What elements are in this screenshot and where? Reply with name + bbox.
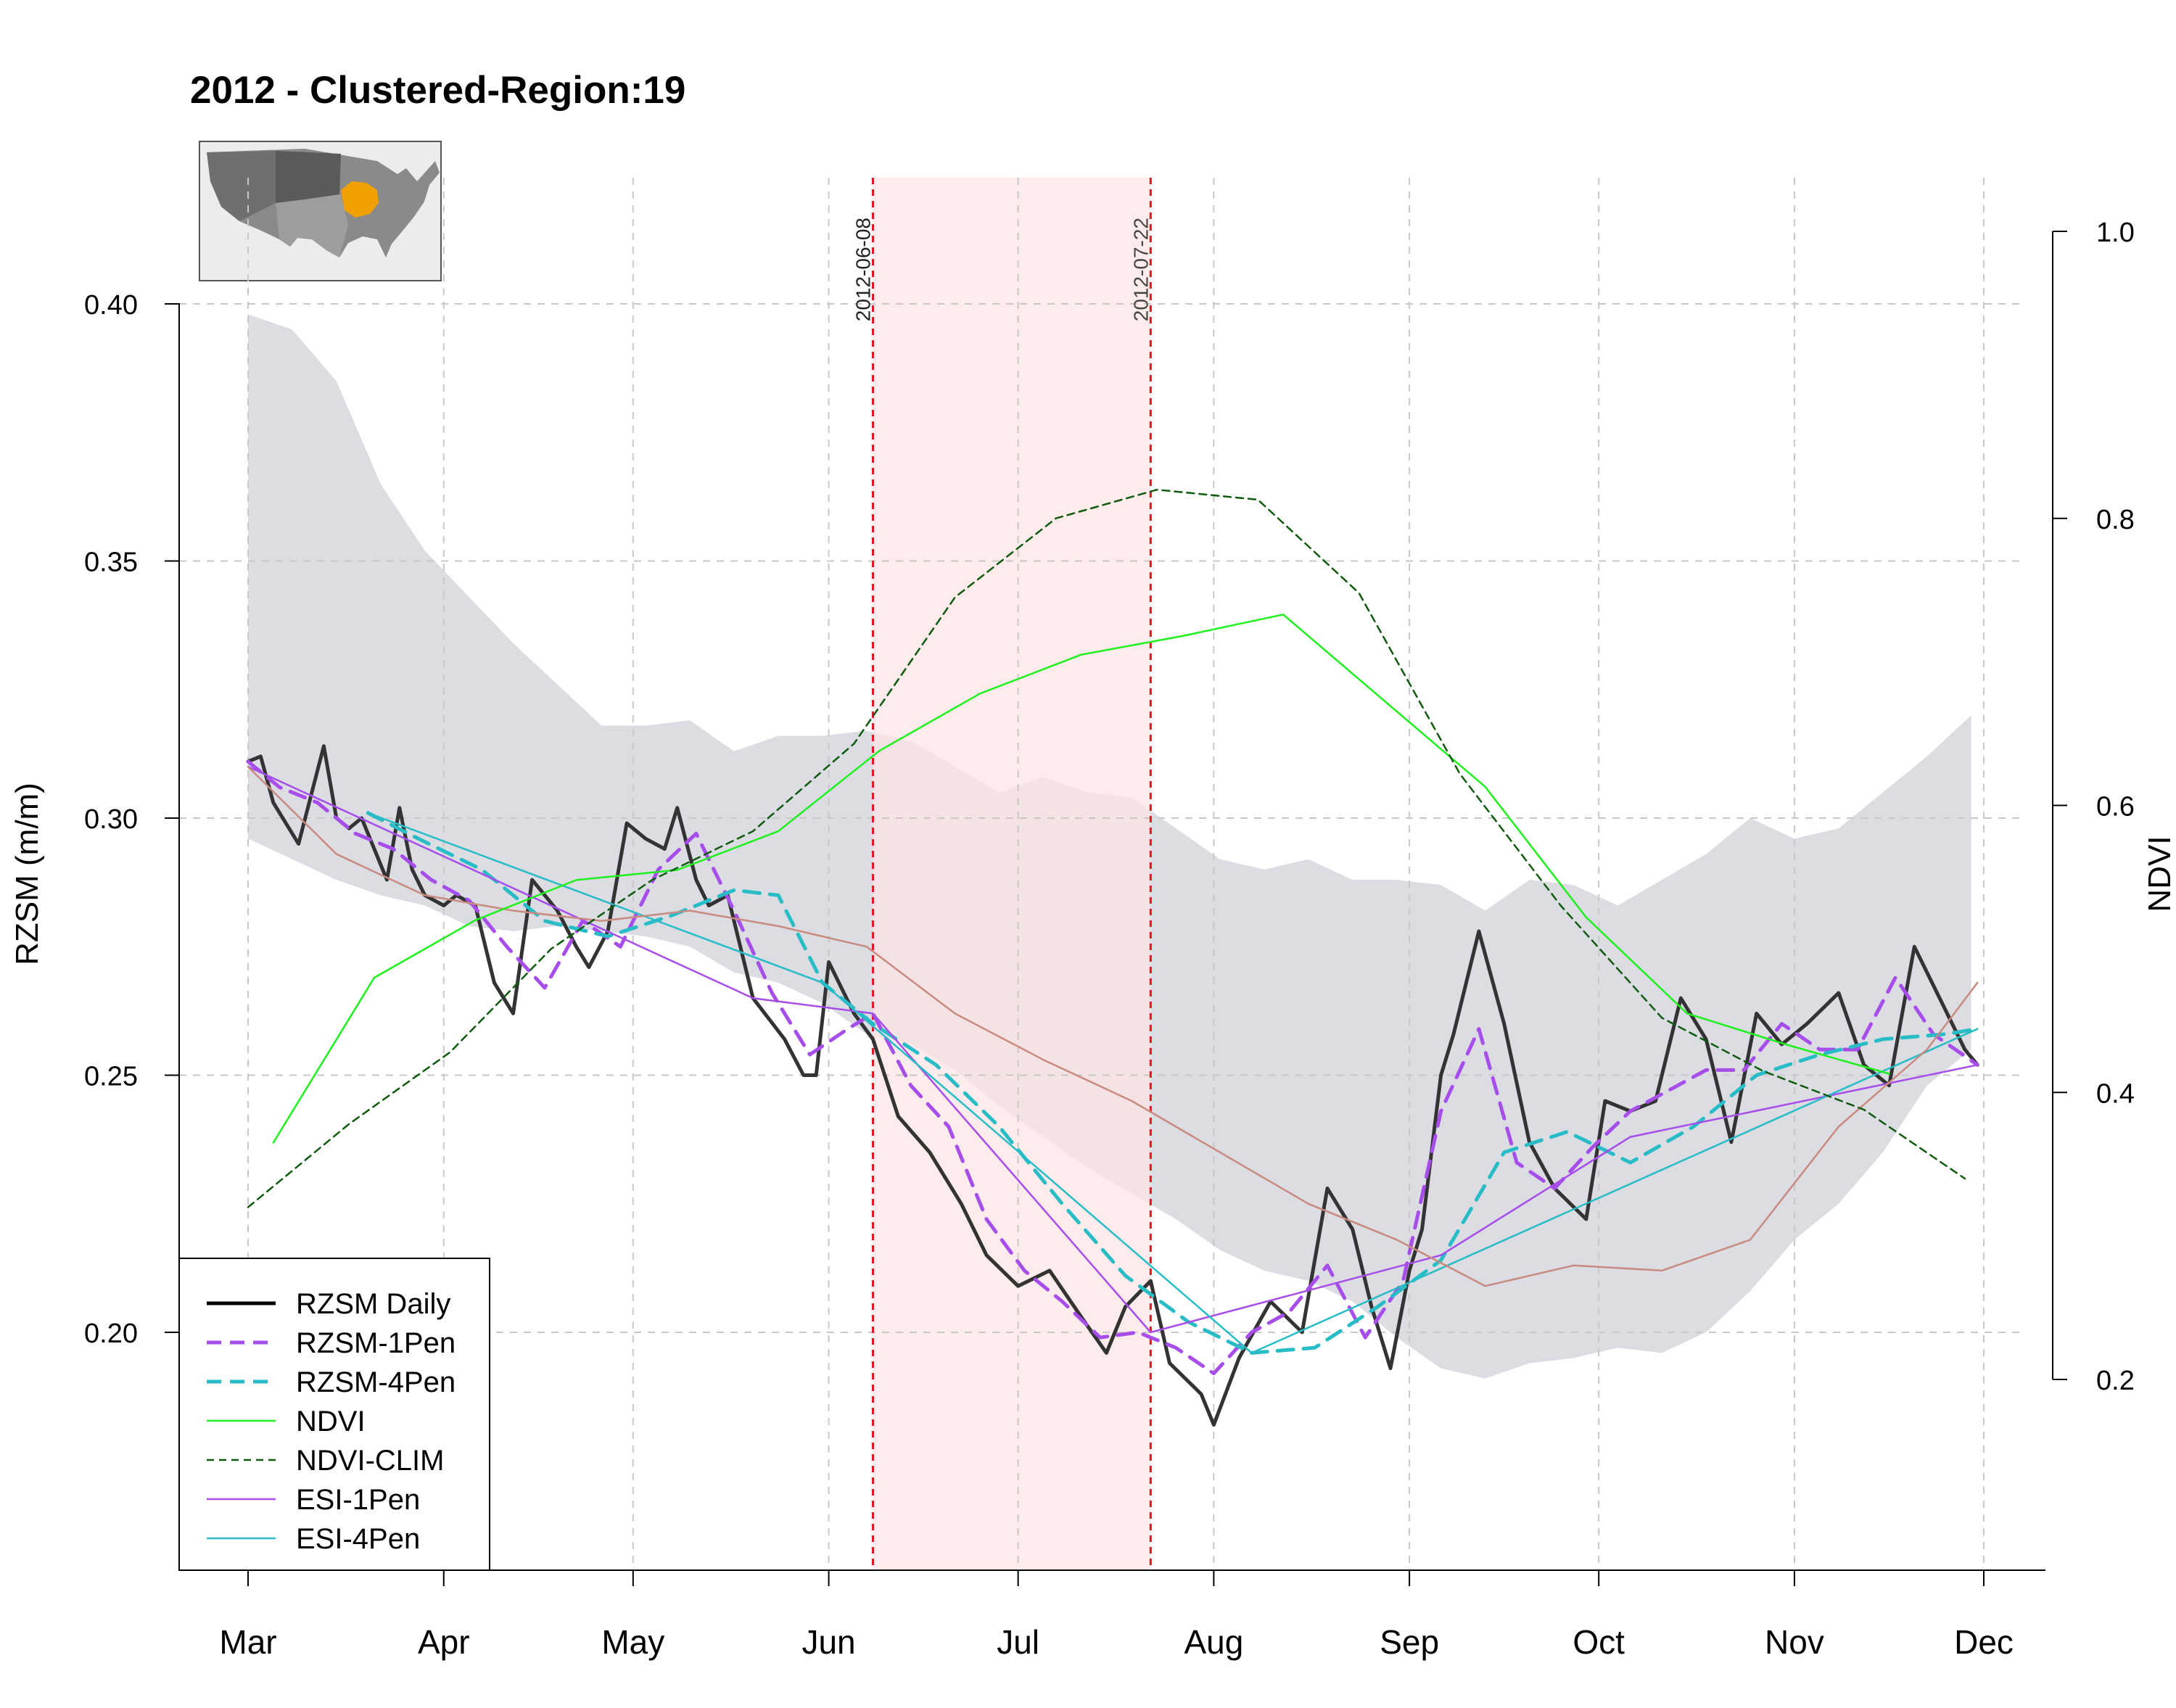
series-line-esi-1pen bbox=[247, 765, 1979, 1334]
y2-tick-label: 0.4 bbox=[2096, 1078, 2135, 1109]
y-tick-label: 0.30 bbox=[84, 804, 138, 835]
y2-tick-label: 1.0 bbox=[2096, 218, 2135, 248]
y-tick-label: 0.25 bbox=[84, 1062, 138, 1092]
legend-label: ESI-1Pen bbox=[296, 1484, 420, 1516]
legend-item: RZSM-4Pen bbox=[207, 1366, 456, 1398]
series-line-rzsm-climatology bbox=[247, 765, 1979, 1287]
legend-label: NDVI-CLIM bbox=[296, 1445, 444, 1477]
y-tick-label: 0.20 bbox=[84, 1319, 138, 1349]
inset-map bbox=[199, 141, 442, 281]
series-line-ndvi bbox=[272, 614, 1890, 1144]
drought-period-shade bbox=[873, 178, 1151, 1570]
series-line-ndvi-clim bbox=[247, 488, 1966, 1208]
legend: RZSM Daily RZSM-1Pen RZSM-4Pen NDVI NDVI-CLI… bbox=[178, 1258, 490, 1571]
legend-item: NDVI bbox=[207, 1406, 366, 1437]
chart-title: 2012 - Clustered-Region:19 bbox=[190, 69, 685, 112]
y-tick-label: 0.40 bbox=[84, 290, 138, 321]
legend-item: ESI-1Pen bbox=[207, 1484, 420, 1516]
x-tick-label: Jun bbox=[801, 1623, 855, 1661]
legend-item: RZSM Daily bbox=[207, 1288, 450, 1320]
x-tick-label: Sep bbox=[1380, 1623, 1439, 1661]
plot-area: 2012-06-08 2012-07-220.200.250.300.350.40… bbox=[9, 178, 2176, 1661]
series-line-rzsm-daily bbox=[246, 744, 1979, 1427]
y-axis-label: RZSM (m/m) bbox=[9, 783, 45, 965]
drought-start-label: 2012-06-08 bbox=[852, 218, 874, 321]
series-line-esi-4pen bbox=[367, 812, 1979, 1354]
legend-label: NDVI bbox=[296, 1406, 366, 1437]
inset-map-region-highlight bbox=[341, 181, 379, 218]
series-line-rzsm-1pen bbox=[246, 759, 1979, 1376]
inset-map-west bbox=[207, 151, 276, 221]
legend-label: ESI-4Pen bbox=[296, 1523, 420, 1555]
legend-item: RZSM-1Pen bbox=[207, 1327, 456, 1359]
x-tick-label: Jul bbox=[997, 1623, 1039, 1661]
x-tick-label: Oct bbox=[1573, 1623, 1625, 1661]
legend-label: RZSM Daily bbox=[296, 1288, 450, 1320]
series-line-rzsm-4pen bbox=[366, 811, 1979, 1355]
y2-tick-label: 0.2 bbox=[2096, 1366, 2135, 1396]
legend-item: NDVI-CLIM bbox=[207, 1445, 444, 1477]
x-tick-label: Aug bbox=[1184, 1623, 1243, 1661]
legend-label: RZSM-1Pen bbox=[296, 1327, 456, 1359]
y2-axis-label: NDVI bbox=[2142, 836, 2176, 912]
x-tick-label: May bbox=[601, 1623, 664, 1661]
inset-map-south bbox=[276, 194, 348, 257]
inset-map-midwest bbox=[276, 151, 341, 203]
legend-label: RZSM-4Pen bbox=[296, 1366, 456, 1398]
x-tick-label: Nov bbox=[1765, 1623, 1824, 1661]
legend-item: ESI-4Pen bbox=[207, 1523, 420, 1555]
x-tick-label: Apr bbox=[418, 1623, 470, 1661]
y-tick-label: 0.35 bbox=[84, 548, 138, 578]
x-tick-label: Mar bbox=[219, 1623, 276, 1661]
y2-tick-label: 0.6 bbox=[2096, 792, 2135, 822]
y2-tick-label: 0.8 bbox=[2096, 505, 2135, 535]
legend-box bbox=[178, 1258, 490, 1571]
x-tick-label: Dec bbox=[1954, 1623, 2014, 1661]
drought-end-label: 2012-07-22 bbox=[1129, 218, 1152, 321]
